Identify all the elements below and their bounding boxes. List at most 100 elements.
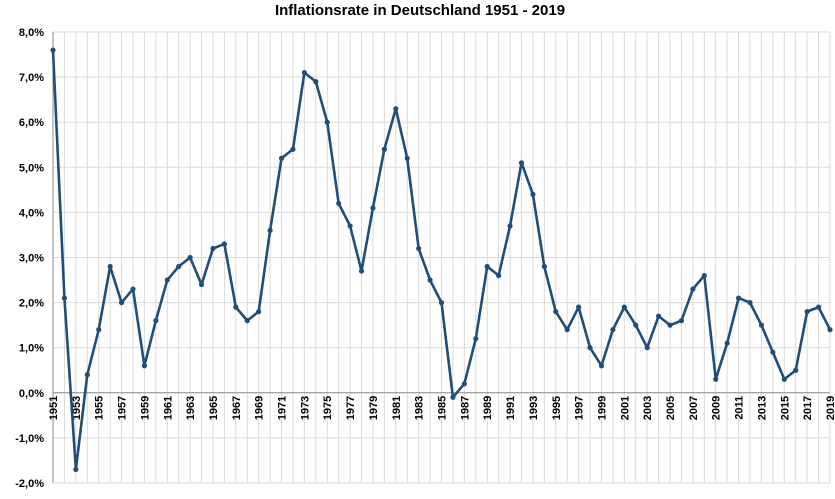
data-point [164,277,170,283]
x-tick-label: 1985 [437,396,449,420]
x-axis-ticks: 1951 1953 1955 1957 1959 1961 1963 1965 1967 1969… [48,396,835,420]
x-tick-label: 1999 [596,396,608,420]
data-point [724,340,730,346]
data-point [713,376,719,382]
data-point [633,322,639,328]
data-point [610,327,616,333]
data-point [313,79,319,85]
data-point [656,313,662,319]
data-point [427,277,433,283]
data-point [301,69,307,76]
data-point [393,106,399,112]
data-point [347,223,353,229]
data-point [73,466,79,473]
x-tick-label: 1991 [505,396,517,420]
data-point [496,272,502,279]
x-tick-label: 1967 [231,396,243,420]
y-tick-label: -2,0% [15,478,44,490]
data-point [416,245,422,252]
x-tick-label: 2005 [665,396,677,420]
x-tick-label: 1993 [528,396,540,420]
data-point [598,363,605,369]
data-point [118,300,125,306]
x-tick-label: 1963 [185,396,197,420]
data-point [587,345,593,351]
data-point [96,327,102,333]
x-tick-label: 1959 [139,396,151,420]
data-point [381,146,387,152]
y-tick-label: 4,0% [19,207,44,219]
data-point [507,223,513,229]
data-point [473,336,479,342]
data-point [484,263,490,270]
data-point [576,304,582,310]
data-point [244,318,250,324]
data-point [793,367,799,373]
data-point [256,309,262,315]
y-tick-label: 0,0% [19,388,44,400]
y-tick-label: 8,0% [19,27,44,39]
data-point [336,200,342,206]
data-point [804,309,810,315]
data-point [530,191,536,197]
axes [52,32,830,483]
x-tick-label: 2001 [619,396,631,420]
x-tick-label: 2017 [802,396,814,420]
data-point [84,372,90,378]
data-point [758,322,765,328]
x-tick-label: 2007 [688,396,700,420]
data-point [210,245,216,252]
data-point [621,304,627,310]
x-tick-label: 1975 [322,396,334,420]
data-point [267,227,273,234]
y-tick-label: 3,0% [19,253,44,265]
data-point [564,327,570,333]
data-point [815,304,822,310]
x-tick-label: 1995 [551,396,563,420]
data-point [324,119,330,125]
data-point [290,146,296,152]
data-point [450,394,456,400]
x-tick-label: 1965 [208,396,220,420]
y-tick-label: 2,0% [19,298,44,310]
data-point [438,300,445,306]
data-point [404,155,410,161]
data-point [770,349,776,355]
data-point [667,322,673,328]
x-tick-label: 1989 [482,396,494,420]
data-point [130,286,136,292]
y-axis-ticks: -2,0% -1,0% 0,0% 1,0% 2,0% 3,0% 4,0% 5,0% 6,0% 7,… [15,27,44,490]
data-point [644,345,650,351]
data-point [735,295,742,301]
x-tick-label: 1987 [459,396,471,420]
y-tick-label: 7,0% [19,72,44,84]
data-point [701,272,707,279]
y-tick-label: 5,0% [19,162,44,174]
data-point [678,318,685,324]
y-tick-label: 1,0% [19,343,44,355]
x-tick-label: 1955 [94,396,106,420]
data-point [553,309,559,315]
data-point [176,263,182,270]
x-tick-label: 1981 [391,396,403,420]
x-tick-label: 1971 [277,396,289,420]
x-tick-label: 1961 [162,396,174,420]
x-tick-label: 1969 [254,396,266,420]
chart-title: Inflationsrate in Deutschland 1951 - 201… [275,2,565,19]
x-tick-label: 2019 [825,396,835,420]
data-point [50,47,56,53]
data-point [370,205,376,211]
data-point [518,160,525,166]
x-tick-label: 2011 [734,396,746,420]
x-tick-label: 2009 [711,396,723,420]
x-tick-label: 1973 [299,396,311,420]
x-tick-label: 1979 [368,396,380,420]
data-point [141,363,148,369]
x-tick-label: 1983 [414,396,426,420]
data-point [827,327,833,333]
data-point [107,263,113,270]
x-tick-label: 1957 [117,396,129,420]
x-tick-label: 1977 [345,396,357,420]
